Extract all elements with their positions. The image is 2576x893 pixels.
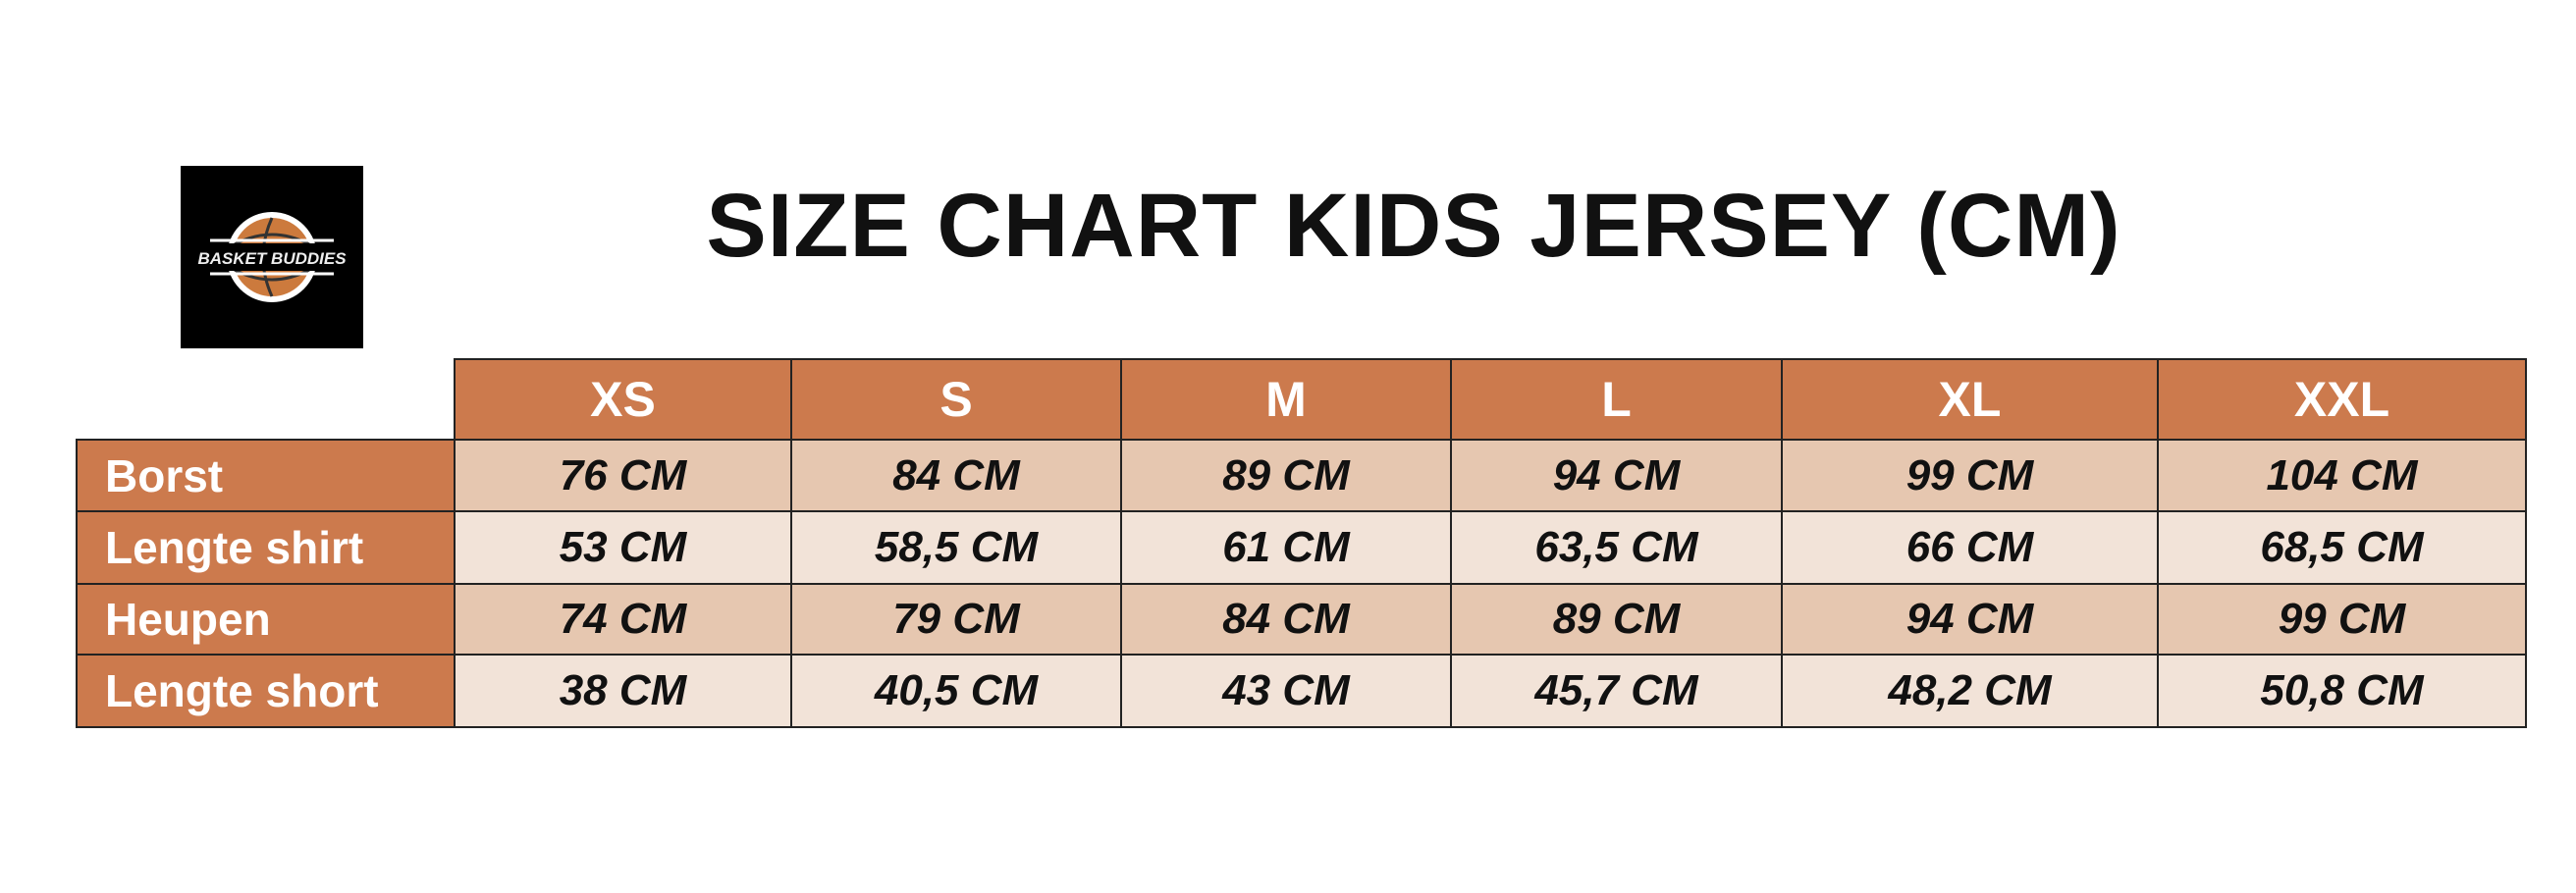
table-cell: 74 CM (454, 583, 792, 656)
table-cell: 43 CM (1120, 654, 1452, 728)
row-label: Heupen (76, 583, 456, 656)
table-cell: 89 CM (1120, 439, 1452, 512)
table-cell: 58,5 CM (790, 510, 1122, 585)
row-label: Lengte short (76, 654, 456, 728)
size-header-m: M (1120, 358, 1452, 441)
table-cell: 68,5 CM (2157, 510, 2527, 585)
size-header-xxl: XXL (2157, 358, 2527, 441)
size-header-xs: XS (454, 358, 792, 441)
row-label: Lengte shirt (76, 510, 456, 585)
size-header-xl: XL (1781, 358, 2159, 441)
page-title: SIZE CHART KIDS JERSEY (CM) (706, 176, 2121, 276)
table-cell: 50,8 CM (2157, 654, 2527, 728)
table-cell: 99 CM (2157, 583, 2527, 656)
table-cell: 84 CM (790, 439, 1122, 512)
table-cell: 48,2 CM (1781, 654, 2159, 728)
table-cell: 45,7 CM (1450, 654, 1783, 728)
table-cell: 76 CM (454, 439, 792, 512)
table-cell: 66 CM (1781, 510, 2159, 585)
basketball-logo-icon: BASKET BUDDIES (197, 212, 347, 302)
table-cell: 104 CM (2157, 439, 2527, 512)
svg-text:BASKET BUDDIES: BASKET BUDDIES (197, 249, 347, 268)
table-cell: 53 CM (454, 510, 792, 585)
table-cell: 84 CM (1120, 583, 1452, 656)
table-cell: 61 CM (1120, 510, 1452, 585)
table-cell: 79 CM (790, 583, 1122, 656)
table-cell: 94 CM (1781, 583, 2159, 656)
row-label: Borst (76, 439, 456, 512)
size-header-l: L (1450, 358, 1783, 441)
table-cell: 63,5 CM (1450, 510, 1783, 585)
size-header-s: S (790, 358, 1122, 441)
table-cell: 38 CM (454, 654, 792, 728)
brand-logo: BASKET BUDDIES (181, 166, 363, 348)
table-cell: 94 CM (1450, 439, 1783, 512)
table-cell: 40,5 CM (790, 654, 1122, 728)
table-cell: 89 CM (1450, 583, 1783, 656)
table-cell: 99 CM (1781, 439, 2159, 512)
